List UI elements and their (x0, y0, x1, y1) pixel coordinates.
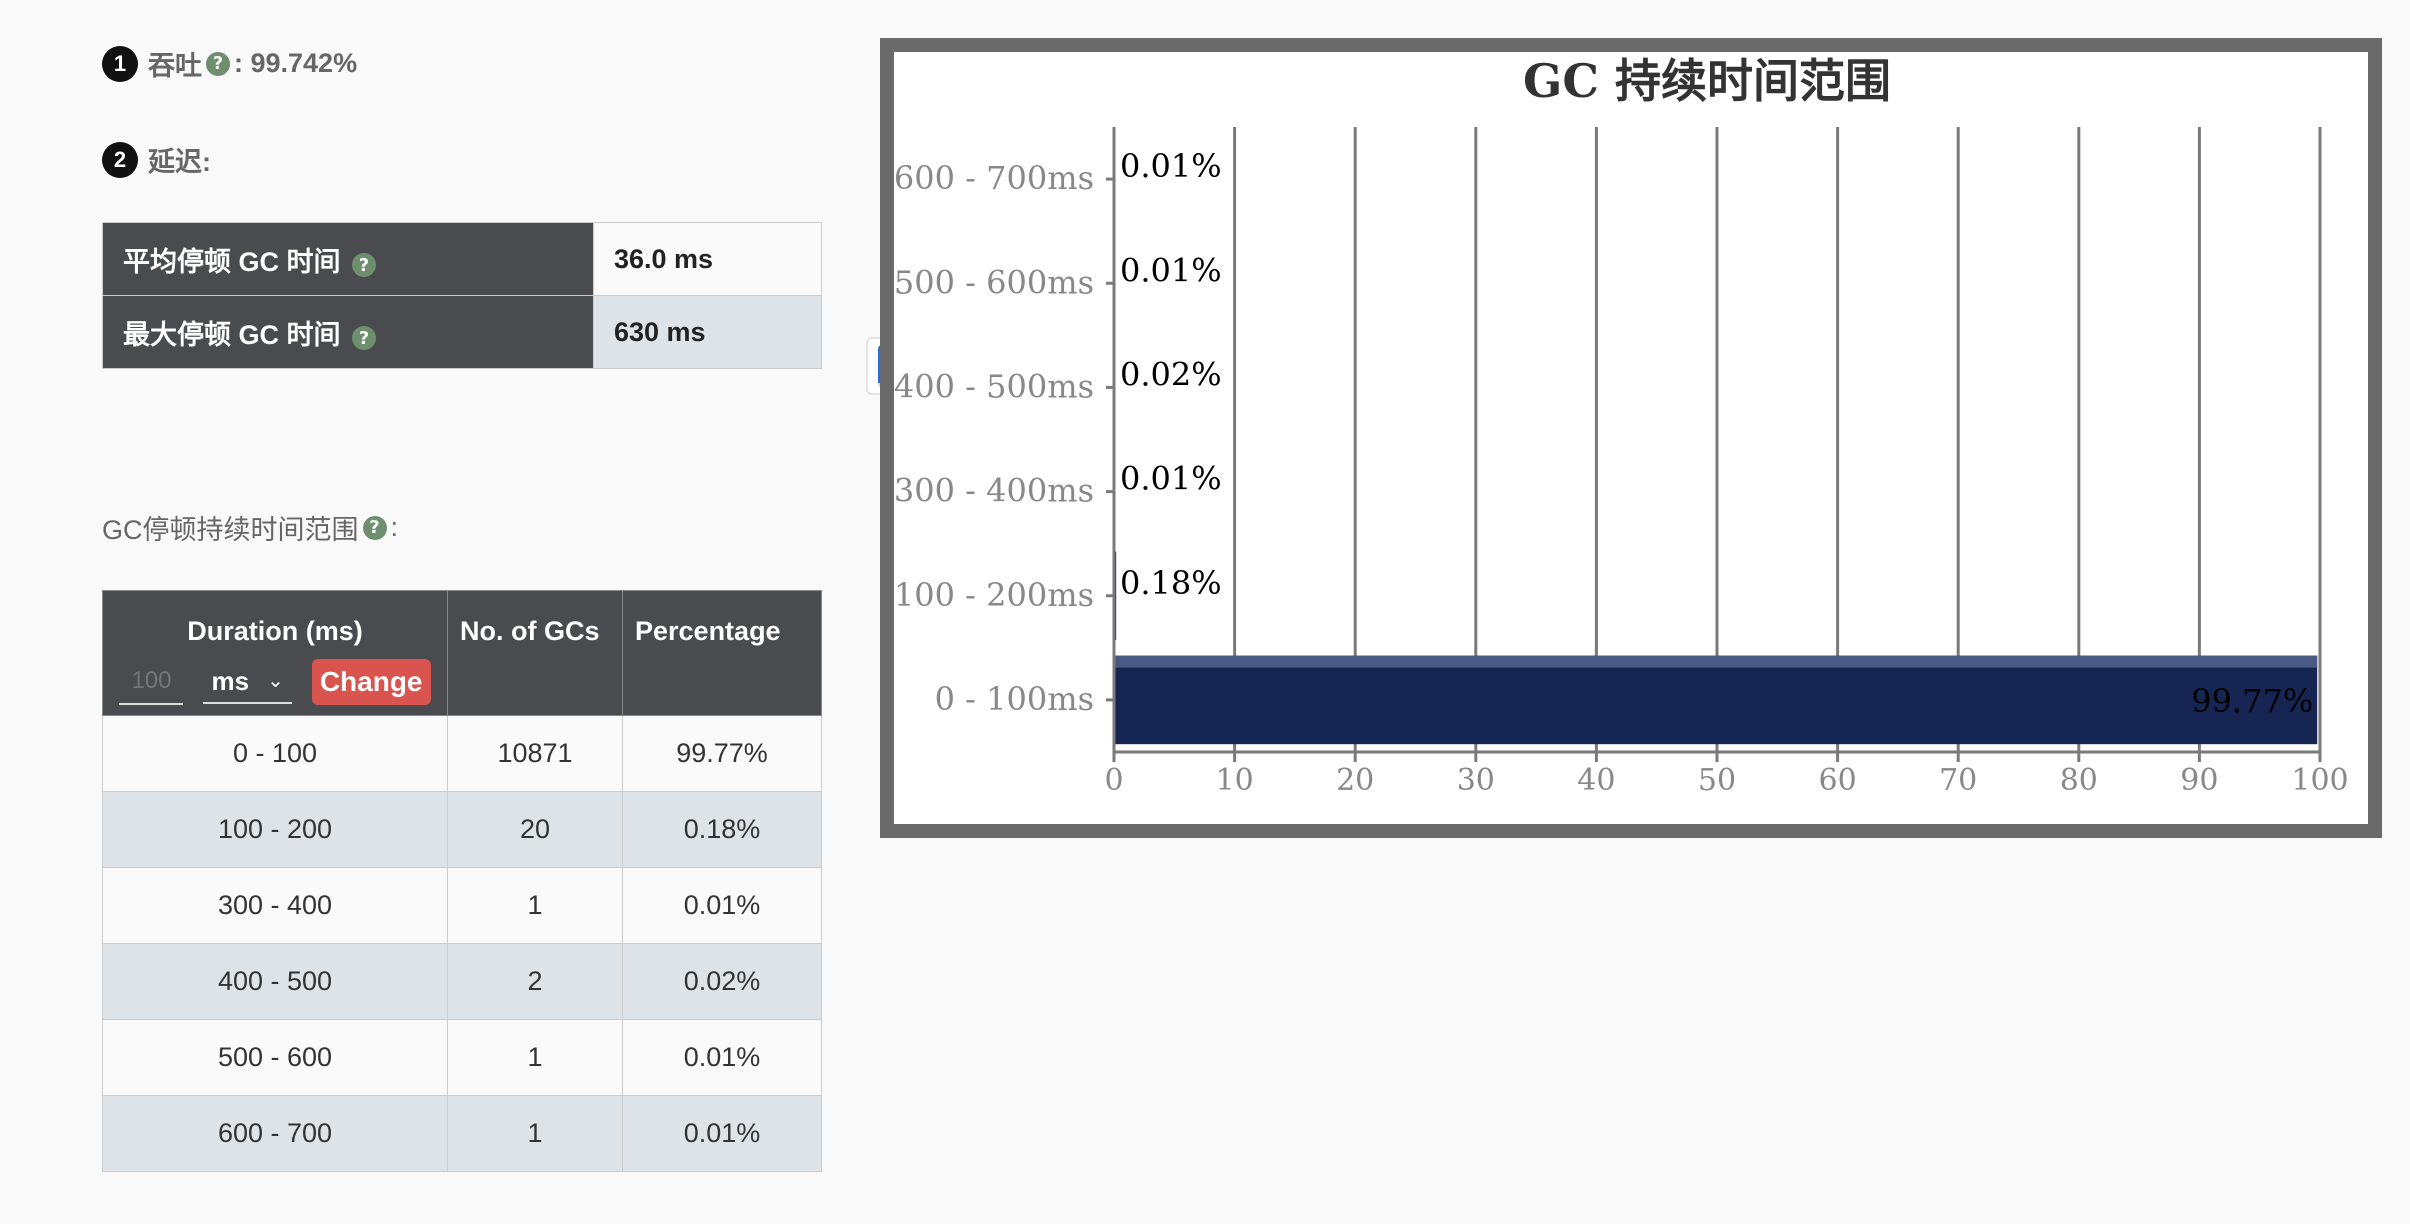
percentage-header: Percentage (622, 590, 822, 716)
help-icon[interactable]: ? (352, 326, 377, 350)
avg-pause-label: 平均停顿 GC 时间 (123, 246, 341, 277)
table-row: 600 - 700 1 0.01% (102, 1095, 822, 1172)
count-cell: 2 (447, 943, 623, 1020)
max-pause-label-cell: 最大停顿 GC 时间 ? (102, 295, 594, 369)
duration-header-label: Duration (ms) (187, 616, 363, 646)
range-cell: 500 - 600 (102, 1019, 448, 1096)
table-header-row: Duration (ms) ms ⌄ Change No. of GCs Per… (102, 590, 822, 716)
x-tick-label: 60 (1819, 763, 1857, 798)
count-cell: 1 (447, 1019, 623, 1096)
data-label: 0.18% (1120, 564, 1222, 602)
x-tick-label: 80 (2060, 763, 2098, 798)
chart-area: GC 持续时间范围 0 10 20 30 40 50 60 70 80 90 100 0 - 100ms… (894, 52, 2368, 824)
unit-controls: ms ⌄ Change (115, 659, 435, 705)
y-tick-label: 500 - 600ms (894, 263, 1094, 301)
unit-size-input[interactable] (119, 659, 184, 705)
x-tick-label: 70 (1939, 763, 1977, 798)
data-label: 0.01% (1120, 251, 1222, 289)
data-label: 99.77% (2191, 682, 2313, 720)
latency-heading: 2 延迟: (102, 140, 211, 179)
pct-cell: 0.01% (622, 867, 822, 944)
table-row: 0 - 100 10871 99.77% (102, 715, 822, 792)
duration-table: Duration (ms) ms ⌄ Change No. of GCs Per… (102, 590, 822, 1172)
x-tick-label: 90 (2180, 763, 2218, 798)
latency-label: 延迟: (148, 147, 211, 177)
count-cell: 1 (447, 1095, 623, 1172)
count-cell: 20 (447, 791, 623, 868)
range-cell: 0 - 100 (102, 715, 448, 792)
bar-highlight (1114, 655, 2318, 668)
max-pause-value: 630 ms (593, 295, 822, 369)
range-cell: 600 - 700 (102, 1095, 448, 1172)
max-pause-label: 最大停顿 GC 时间 (123, 319, 341, 350)
duration-header: Duration (ms) ms ⌄ Change (102, 590, 448, 716)
pct-cell: 0.01% (622, 1095, 822, 1172)
table-row: 100 - 200 20 0.18% (102, 791, 822, 868)
help-icon[interactable]: ? (206, 51, 230, 76)
unit-select-value: ms (211, 666, 250, 696)
throughput-label: 吞吐 (148, 51, 202, 81)
duration-section-title: GC停顿持续时间范围 (102, 515, 359, 545)
count-header: No. of GCs (447, 590, 623, 716)
duration-section-label: GC停顿持续时间范围 ? : (102, 508, 398, 547)
x-tick-label: 100 (2291, 763, 2348, 798)
help-icon[interactable]: ? (362, 515, 387, 540)
x-tick-label: 30 (1457, 763, 1495, 798)
data-label: 0.02% (1120, 355, 1222, 393)
throughput-value: : 99.742% (234, 48, 358, 78)
bar (1114, 655, 2318, 745)
x-tick-label: 0 (1104, 763, 1123, 798)
table-row: 最大停顿 GC 时间 ? 630 ms (102, 295, 822, 369)
pct-cell: 0.02% (622, 943, 822, 1020)
step-badge: 2 (102, 141, 138, 178)
change-button[interactable]: Change (311, 659, 431, 705)
count-cell: 1 (447, 867, 623, 944)
pct-cell: 99.77% (622, 715, 822, 792)
chevron-down-icon: ⌄ (267, 670, 284, 692)
y-tick-label: 0 - 100ms (935, 680, 1094, 718)
chart-title: GC 持续时间范围 (1523, 54, 1891, 108)
latency-table: 平均停顿 GC 时间 ? 36.0 ms 最大停顿 GC 时间 ? 630 ms (102, 222, 822, 369)
y-tick-label: 600 - 700ms (894, 159, 1094, 197)
y-tick-label: 300 - 400ms (894, 472, 1094, 510)
range-cell: 300 - 400 (102, 867, 448, 944)
data-label: 0.01% (1120, 147, 1222, 185)
range-cell: 100 - 200 (102, 791, 448, 868)
range-cell: 400 - 500 (102, 943, 448, 1020)
pct-cell: 0.01% (622, 1019, 822, 1096)
data-label: 0.01% (1120, 460, 1222, 498)
chart-svg: GC 持续时间范围 0 10 20 30 40 50 60 70 80 90 100 0 - 100ms… (894, 54, 2349, 798)
pct-cell: 0.18% (622, 791, 822, 868)
table-row: 平均停顿 GC 时间 ? 36.0 ms (102, 222, 822, 296)
y-tick-label: 100 - 200ms (894, 576, 1094, 614)
unit-select[interactable]: ms ⌄ (203, 660, 292, 704)
throughput-metric: 1 吞吐 ? : 99.742% (102, 44, 357, 83)
table-row: 300 - 400 1 0.01% (102, 867, 822, 944)
help-icon[interactable]: ? (352, 253, 377, 277)
x-tick-label: 40 (1577, 763, 1615, 798)
step-badge: 1 (102, 45, 138, 82)
y-tick-label: 400 - 500ms (894, 367, 1094, 405)
gc-duration-chart: GC 持续时间范围 0 10 20 30 40 50 60 70 80 90 100 0 - 100ms… (880, 38, 2382, 838)
duration-section-suffix: : (390, 512, 399, 542)
x-tick-label: 50 (1698, 763, 1736, 798)
count-cell: 10871 (447, 715, 623, 792)
avg-pause-label-cell: 平均停顿 GC 时间 ? (102, 222, 594, 296)
x-tick-label: 10 (1216, 763, 1254, 798)
table-row: 500 - 600 1 0.01% (102, 1019, 822, 1096)
avg-pause-value: 36.0 ms (593, 222, 822, 296)
x-tick-label: 20 (1336, 763, 1374, 798)
table-row: 400 - 500 2 0.02% (102, 943, 822, 1020)
